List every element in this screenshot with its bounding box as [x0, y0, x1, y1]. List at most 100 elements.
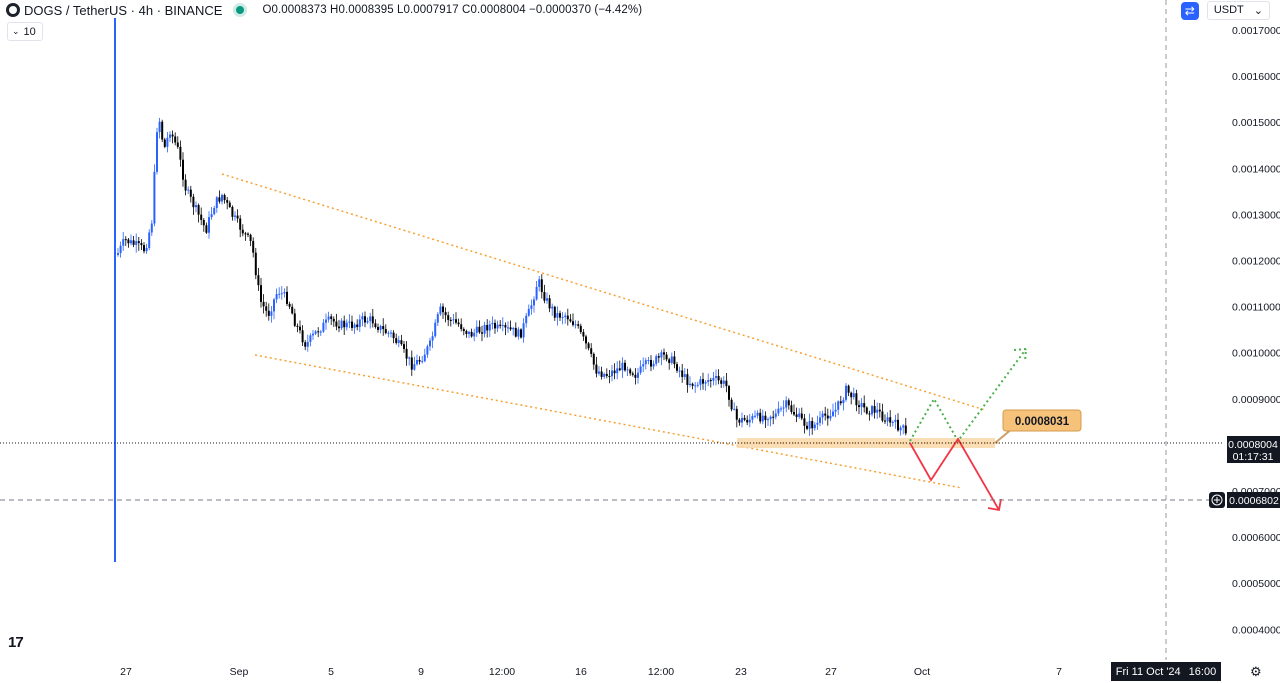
candle-body	[717, 375, 720, 381]
candle-body	[169, 134, 171, 138]
candle-body	[876, 409, 879, 413]
candle-body	[553, 306, 556, 318]
candle-body	[798, 413, 801, 417]
indicator-toggle[interactable]: ⌄ 10	[7, 22, 43, 41]
channel-upper-line	[221, 173, 986, 411]
candle-body	[288, 303, 291, 307]
candle-body	[156, 132, 158, 172]
candle-body	[306, 341, 309, 347]
time-tick-label: 9	[418, 666, 424, 678]
candle-body	[158, 121, 161, 133]
candle-body	[808, 421, 811, 429]
candle-body	[366, 321, 369, 323]
candle-body	[301, 330, 304, 343]
candle-body	[743, 417, 746, 420]
candle-body	[221, 194, 223, 202]
candle-body	[517, 329, 520, 337]
candle-body	[239, 218, 242, 230]
currency-select[interactable]: USDT ⌄	[1206, 1, 1270, 20]
candle-body	[855, 393, 858, 406]
price-tick-label: 0.0006000	[1232, 532, 1280, 544]
candle-body	[236, 215, 239, 219]
time-tick-label: Oct	[914, 666, 930, 678]
candle-body	[202, 219, 205, 226]
symbol-logo-icon	[6, 3, 20, 17]
candle-body	[860, 403, 863, 408]
candle-body	[468, 331, 470, 334]
candle-body	[746, 419, 749, 423]
candle-body	[392, 332, 395, 339]
symbol-title[interactable]: DOGS / TetherUS · 4h · BINANCE	[24, 2, 223, 18]
price-tick-label: 0.0011000	[1232, 302, 1280, 314]
candle-body	[530, 305, 533, 309]
candle-body	[278, 293, 281, 295]
candle-body	[733, 408, 736, 410]
candle-body	[754, 415, 756, 417]
candle-body	[231, 206, 234, 217]
price-tick-label: 0.0013000	[1232, 209, 1280, 221]
candle-body	[137, 241, 140, 244]
candle-body	[600, 371, 603, 377]
swap-icon[interactable]: ⇄	[1180, 1, 1199, 20]
candle-body	[821, 413, 824, 418]
candle-body	[174, 136, 177, 143]
candle-body	[244, 233, 247, 235]
candle-body	[499, 324, 502, 326]
candle-body	[546, 298, 548, 301]
candle-body	[327, 316, 330, 320]
time-tick-label: Sep	[230, 666, 249, 678]
candle-body	[522, 323, 525, 338]
candle-body	[642, 364, 645, 367]
candle-body	[143, 245, 145, 252]
candle-body	[176, 142, 179, 147]
candle-body	[582, 332, 585, 337]
price-tick-label: 0.0004000	[1232, 624, 1280, 636]
candle-body	[761, 415, 764, 422]
candle-body	[603, 373, 606, 377]
last-price-label: 0.0008004	[1228, 439, 1278, 451]
add-alert-icon[interactable]	[1209, 492, 1225, 508]
chevron-down-icon: ⌄	[1253, 5, 1263, 17]
gear-icon[interactable]: ⚙	[1250, 664, 1262, 679]
candle-body	[899, 427, 902, 431]
candle-body	[405, 348, 408, 359]
time-tick-label: 27	[120, 666, 132, 678]
candle-body	[241, 229, 244, 234]
candle-body	[878, 409, 881, 412]
candle-body	[514, 327, 517, 337]
candle-body	[504, 325, 507, 328]
candle-body	[457, 322, 460, 325]
candle-body	[481, 332, 483, 334]
candle-body	[486, 324, 489, 331]
candle-body	[449, 319, 452, 321]
candle-body	[613, 370, 616, 374]
candle-body	[811, 421, 814, 429]
candle-body	[371, 316, 374, 324]
time-tick-label: 27	[825, 666, 837, 678]
candle-body	[265, 306, 268, 311]
channel-lower-line	[254, 354, 963, 489]
candle-body	[538, 279, 541, 287]
candle-body	[626, 369, 629, 371]
candle-body	[644, 360, 647, 365]
candle-body	[335, 321, 338, 327]
candle-body	[631, 373, 634, 375]
price-tick-label: 0.0016000	[1232, 71, 1280, 83]
crosshair-price-box	[1227, 492, 1280, 508]
candle-body	[525, 315, 528, 324]
candle-body	[304, 342, 307, 347]
candle-body	[150, 223, 153, 233]
tradingview-logo[interactable]: 17	[8, 634, 24, 651]
candle-body	[379, 326, 382, 330]
candle-body	[361, 316, 364, 320]
candle-body	[595, 364, 598, 374]
candle-body	[722, 380, 725, 384]
chart-legend: DOGS / TetherUS · 4h · BINANCE O0.000837…	[0, 0, 642, 20]
candle-body	[696, 384, 699, 386]
candle-body	[572, 321, 574, 325]
candle-body	[322, 322, 325, 332]
candle-body	[650, 359, 652, 367]
candle-body	[850, 392, 853, 398]
candle-body	[223, 194, 226, 201]
